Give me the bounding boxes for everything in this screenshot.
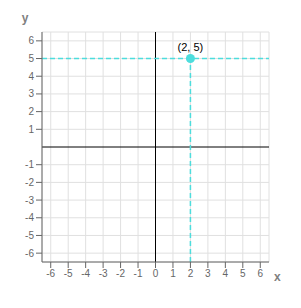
svg-text:3: 3	[205, 268, 211, 279]
svg-text:3: 3	[28, 88, 34, 99]
svg-text:x: x	[274, 270, 281, 284]
svg-text:1: 1	[170, 268, 176, 279]
svg-text:-5: -5	[64, 268, 73, 279]
svg-text:-3: -3	[99, 268, 108, 279]
svg-text:-6: -6	[46, 268, 55, 279]
svg-text:5: 5	[240, 268, 246, 279]
svg-text:5: 5	[28, 53, 34, 64]
svg-text:-2: -2	[116, 268, 125, 279]
svg-text:-2: -2	[25, 177, 34, 188]
svg-text:0: 0	[153, 268, 159, 279]
svg-text:-1: -1	[134, 268, 143, 279]
svg-text:6: 6	[28, 35, 34, 46]
svg-text:-6: -6	[25, 248, 34, 259]
svg-text:-4: -4	[25, 212, 34, 223]
svg-text:-4: -4	[81, 268, 90, 279]
svg-text:y: y	[22, 11, 29, 25]
svg-text:4: 4	[28, 71, 34, 82]
svg-text:-1: -1	[25, 159, 34, 170]
svg-text:-3: -3	[25, 195, 34, 206]
svg-text:2: 2	[28, 106, 34, 117]
svg-text:-5: -5	[25, 230, 34, 241]
svg-text:2: 2	[188, 268, 194, 279]
svg-text:1: 1	[28, 124, 34, 135]
svg-text:4: 4	[223, 268, 229, 279]
svg-text:(2, 5): (2, 5)	[178, 41, 204, 53]
svg-text:6: 6	[257, 268, 263, 279]
